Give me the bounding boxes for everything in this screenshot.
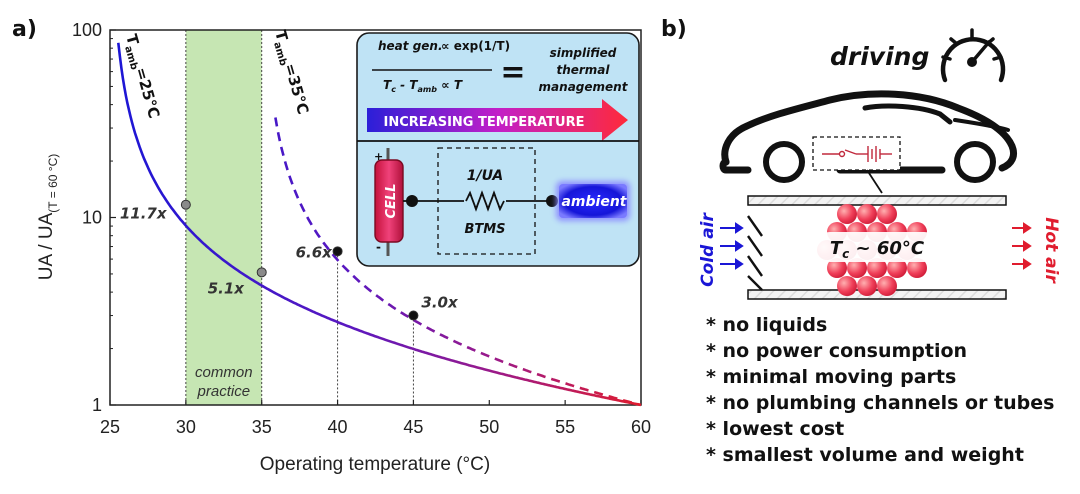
- cell-temperature-label: Tc ~ 60°C: [830, 238, 925, 261]
- y-tick-label: 1: [92, 395, 102, 415]
- ambient-block: [559, 184, 627, 218]
- series-tamb25-line: [117, 42, 641, 407]
- bullet-item: * no liquids: [706, 314, 828, 336]
- bullet-item: * minimal moving parts: [706, 366, 957, 388]
- hot-air-label: Hot air: [1041, 217, 1061, 284]
- x-tick-label: 45: [403, 417, 423, 437]
- annotation-label: 11.7x: [120, 205, 168, 223]
- annotation-point: [256, 267, 267, 278]
- inset-equals: =: [500, 55, 525, 90]
- x-tick-label: 60: [631, 417, 651, 437]
- resistor-label: 1/UA: [467, 168, 503, 184]
- y-axis-ticks: 1 10 100: [72, 20, 116, 415]
- battery-cell: [857, 276, 877, 296]
- common-practice-region: [185, 30, 262, 405]
- inset-box: heat gen. ∝ exp(1/T) Tc - Tamb ∝ T = sim…: [356, 32, 640, 267]
- hot-air-arrows: [1012, 222, 1032, 270]
- annotation-label: 5.1x: [208, 279, 246, 297]
- x-tick-label: 35: [252, 417, 272, 437]
- battery-cell: [847, 258, 867, 278]
- channel-bottom-wall: [747, 289, 1007, 300]
- inset-proportional-exp: ∝ exp(1/T): [441, 39, 510, 53]
- battery-cell: [837, 204, 857, 224]
- cold-air-label: Cold air: [698, 212, 718, 287]
- battery-cell: [837, 276, 857, 296]
- increasing-temperature-label: INCREASING TEMPERATURE: [384, 115, 585, 130]
- btms-label: BTMS: [464, 222, 505, 237]
- battery-cell: [857, 204, 877, 224]
- inset-result-line2: thermal: [556, 63, 610, 77]
- driving-label: driving: [830, 42, 929, 71]
- inset-denominator: Tc - Tamb ∝ T: [383, 78, 463, 94]
- y-tick-label: 100: [72, 20, 102, 40]
- battery-cell: [867, 258, 887, 278]
- annotation-point: [408, 310, 419, 321]
- x-tick-label: 30: [176, 417, 196, 437]
- common-practice-label-line2: practice: [197, 383, 251, 400]
- x-tick-label: 50: [479, 417, 499, 437]
- series-tamb35-label: Tamb=35°C: [268, 28, 312, 117]
- common-practice-label-line1: common: [195, 364, 253, 381]
- battery-cell: [887, 258, 907, 278]
- panel-a-label: a): [12, 17, 37, 42]
- cell-minus: -: [376, 240, 381, 254]
- x-axis-label: Operating temperature (°C): [260, 454, 490, 475]
- series-tamb25-label: Tamb=25°C: [119, 32, 163, 121]
- inlet-vanes: [747, 215, 763, 291]
- bullet-item: * lowest cost: [706, 418, 845, 440]
- y-tick-label: 10: [82, 208, 102, 228]
- cell-plus: +: [374, 150, 383, 163]
- increasing-temperature-arrow: [367, 99, 628, 141]
- cold-air-arrows: [720, 222, 744, 270]
- bullet-item: * smallest volume and weight: [706, 444, 1024, 466]
- annotation-label: 6.6x: [296, 243, 334, 261]
- inset-result-line1: simplified: [550, 46, 617, 60]
- inset-heat-gen: heat gen.: [378, 39, 443, 53]
- inset-result-line3: management: [539, 80, 629, 94]
- cell-label: CELL: [384, 184, 399, 219]
- battery-cell: [877, 276, 897, 296]
- battery-circuit-icon: [822, 146, 892, 162]
- bullet-item: * no plumbing channels or tubes: [706, 392, 1055, 414]
- annotation-point: [332, 246, 343, 257]
- annotation-points: 11.7x 5.1x 6.6x 3.0x: [120, 199, 459, 321]
- bullet-item: * no power consumption: [706, 340, 968, 362]
- battery-cell: [827, 258, 847, 278]
- battery-cell: [877, 204, 897, 224]
- battery-cell: [907, 258, 927, 278]
- x-tick-label: 40: [328, 417, 348, 437]
- x-tick-label: 55: [555, 417, 575, 437]
- annotation-point: [180, 199, 191, 210]
- ambient-label: ambient: [561, 194, 627, 210]
- panel-b-label: b): [661, 17, 687, 42]
- zoom-pointer: [866, 169, 883, 194]
- x-tick-label: 25: [100, 417, 120, 437]
- speedometer-icon: [940, 28, 1006, 83]
- x-axis-ticks: 25 30 35 40 45 50 55 60: [100, 400, 651, 437]
- series-tamb35-line: [274, 117, 642, 407]
- y-axis-label: UA / UA(T = 60 °C): [36, 154, 60, 281]
- annotation-label: 3.0x: [421, 294, 459, 312]
- channel-top-wall: [747, 195, 1007, 206]
- guide-lines: [185, 30, 414, 405]
